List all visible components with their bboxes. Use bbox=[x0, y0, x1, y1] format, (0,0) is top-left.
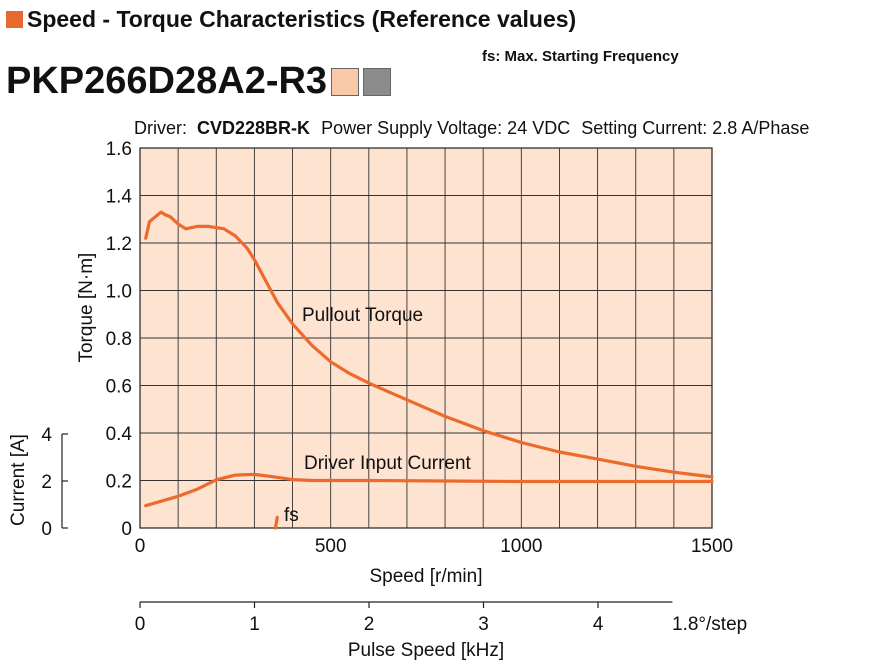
y-tick-label: 0 bbox=[121, 519, 132, 540]
model-row: PKP266D28A2-R3 bbox=[6, 60, 392, 103]
model-name: PKP266D28A2-R3 bbox=[6, 60, 328, 102]
annotation-fs: fs bbox=[284, 505, 299, 526]
series-driver-input-current bbox=[144, 472, 714, 508]
series-layer: Pullout Torque Driver Input Current fs bbox=[144, 210, 714, 530]
title-marker-icon bbox=[6, 11, 23, 28]
series-pullout-torque bbox=[144, 210, 714, 479]
x2-tick-label: 0 bbox=[135, 614, 146, 635]
axes: 0 0.2 0.4 0.6 0.8 1.0 1.2 1.4 1.6 0 500 1000 1500 0 2 4… bbox=[41, 139, 733, 635]
y2-axis-title: Current [A] bbox=[8, 434, 29, 526]
grid bbox=[140, 148, 712, 528]
y-tick-label: 0.4 bbox=[106, 424, 133, 445]
setting-current: Setting Current: 2.8 A/Phase bbox=[581, 118, 809, 138]
swatch-peach bbox=[331, 67, 360, 96]
x2-tick-label: 1 bbox=[249, 614, 260, 635]
x-tick-label: 1000 bbox=[500, 536, 542, 557]
x-tick-label: 500 bbox=[315, 536, 347, 557]
x2-tick-label: 2 bbox=[364, 614, 375, 635]
x-tick-label: 1500 bbox=[691, 536, 733, 557]
annotation-pullout-torque: Pullout Torque bbox=[302, 305, 423, 326]
fs-note: fs: Max. Starting Frequency bbox=[482, 48, 679, 65]
conditions-line: Driver: CVD228BR-K Power Supply Voltage:… bbox=[134, 118, 809, 138]
y2-tick-label: 4 bbox=[41, 425, 52, 446]
section-title-text: Speed - Torque Characteristics (Referenc… bbox=[27, 6, 577, 32]
x-tick-label: 0 bbox=[135, 536, 146, 557]
driver-label: Driver: bbox=[134, 118, 187, 138]
x2-axis-title: Pulse Speed [kHz] bbox=[348, 640, 504, 661]
x2-step-note: 1.8°/step bbox=[672, 614, 747, 635]
y-axis-title: Torque [N·m] bbox=[76, 253, 97, 363]
y-tick-label: 0.6 bbox=[106, 377, 132, 398]
x2-tick-label: 4 bbox=[593, 614, 604, 635]
y-tick-label: 1.2 bbox=[106, 234, 132, 255]
y-tick-label: 1.4 bbox=[106, 187, 133, 208]
annotation-driver-input-current: Driver Input Current bbox=[304, 453, 472, 474]
series-fs bbox=[273, 515, 279, 530]
y-tick-label: 0.8 bbox=[106, 329, 132, 350]
y-tick-label: 1.6 bbox=[106, 139, 132, 160]
y-tick-label: 0.2 bbox=[106, 472, 132, 493]
y-tick-label: 1.0 bbox=[106, 282, 132, 303]
driver-model: CVD228BR-K bbox=[197, 118, 310, 138]
y2-tick-label: 2 bbox=[41, 472, 52, 493]
section-title: Speed - Torque Characteristics (Referenc… bbox=[6, 6, 576, 33]
y2-tick-label: 0 bbox=[41, 519, 52, 540]
x-axis-title: Speed [r/min] bbox=[370, 566, 483, 587]
x2-tick-label: 3 bbox=[478, 614, 489, 635]
supply-voltage: Power Supply Voltage: 24 VDC bbox=[321, 118, 570, 138]
swatch-gray bbox=[363, 67, 392, 96]
